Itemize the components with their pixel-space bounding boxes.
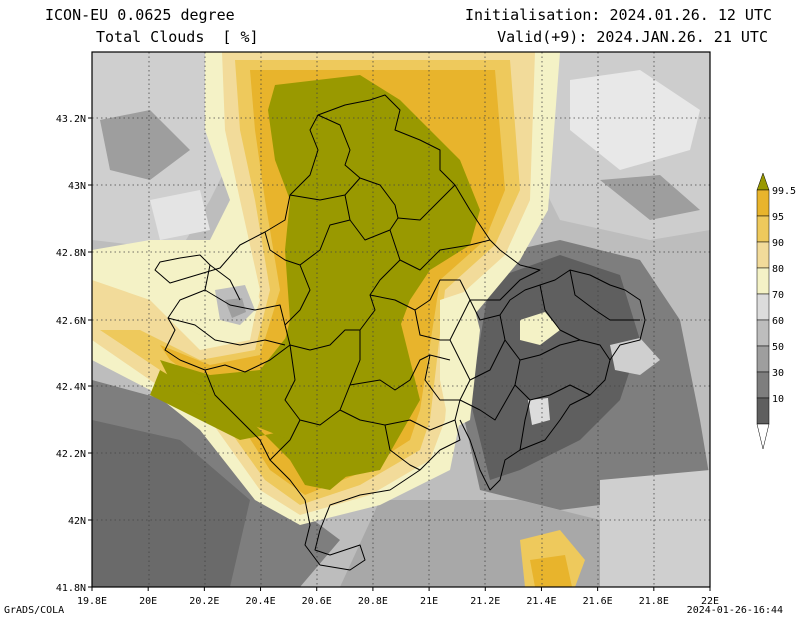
colorbar-segment [756, 371, 770, 399]
colorbar-segment [756, 215, 770, 243]
x-tick-label: 20.4E [245, 596, 275, 607]
district-border [514, 359, 591, 401]
x-tick-label: 21.2E [470, 596, 500, 607]
municipal-boundaries [154, 94, 646, 571]
district-border [389, 229, 491, 271]
district-border [424, 354, 460, 401]
y-tick-label: 42.6N [56, 316, 86, 327]
x-axis-ticks: 19.8E 20E 20.2E 20.4E 20.6E 20.8E 21E 21.2E 21.4… [77, 587, 719, 607]
colorbar: 99.5 95 90 80 70 60 50 30 10 [756, 172, 796, 450]
init-time: Initialisation: 2024.01.26. 12 UTC [465, 6, 772, 24]
district-border [167, 317, 286, 346]
model-title: ICON-EU 0.0625 degree [45, 6, 235, 24]
colorbar-segment [756, 345, 770, 373]
x-tick-label: 20.8E [358, 596, 388, 607]
district-border [414, 309, 450, 341]
render-timestamp: 2024-01-26-16:44 [687, 605, 783, 616]
colorbar-segment [756, 293, 770, 321]
x-tick-label: 19.8E [77, 596, 107, 607]
district-border [569, 269, 640, 321]
colorbar-label: 80 [772, 264, 784, 275]
y-tick-label: 42.8N [56, 248, 86, 259]
district-border [519, 399, 531, 451]
x-tick-label: 21.8E [639, 596, 669, 607]
colorbar-segment [756, 189, 770, 217]
colorbar-label: 95 [772, 212, 784, 223]
colorbar-label: 99.5 [772, 186, 796, 197]
x-tick-label: 21E [420, 596, 438, 607]
district-border [459, 384, 516, 421]
colorbar-top-arrow [756, 172, 770, 191]
district-border [349, 184, 456, 241]
y-tick-label: 42N [68, 516, 86, 527]
software-credit: GrADS/COLA [4, 605, 64, 616]
colorbar-label: 50 [772, 342, 784, 353]
district-border [499, 314, 611, 361]
district-border [369, 279, 471, 311]
colorbar-segment [756, 319, 770, 347]
valid-time: Valid(+9): 2024.JAN.26. 21 UTC [497, 28, 768, 46]
colorbar-label: 60 [772, 316, 784, 327]
y-tick-label: 43N [68, 181, 86, 192]
district-border [204, 289, 286, 326]
district-border [204, 344, 291, 373]
district-border [384, 424, 421, 471]
district-border [539, 284, 581, 341]
district-border [284, 330, 361, 426]
district-border [269, 419, 301, 461]
x-tick-label: 21.6E [583, 596, 613, 607]
district-border [317, 114, 399, 219]
x-tick-label: 20E [139, 596, 157, 607]
y-tick-label: 42.4N [56, 382, 86, 393]
graticule [92, 52, 710, 587]
x-tick-label: 20.6E [302, 596, 332, 607]
colorbar-label: 90 [772, 238, 784, 249]
colorbar-segment [756, 397, 770, 425]
district-border [339, 409, 456, 431]
colorbar-segment [756, 267, 770, 295]
y-tick-label: 43.2N [56, 114, 86, 125]
x-tick-label: 21.4E [526, 596, 556, 607]
x-tick-label: 22E [701, 596, 719, 607]
variable-title: Total Clouds [ %] [96, 28, 259, 46]
cloud-cover-field [92, 52, 710, 587]
district-border [289, 177, 361, 201]
y-tick-label: 41.8N [56, 583, 86, 594]
colorbar-segment [756, 241, 770, 269]
district-border [469, 339, 506, 381]
colorbar-bottom-arrow [756, 423, 770, 450]
district-border [264, 194, 351, 266]
region-outline [459, 269, 646, 491]
y-axis-ticks: 43.2N 43N 42.8N 42.6N 42.4N 42.2N 42N 41.8N [56, 114, 92, 594]
colorbar-label: 10 [772, 394, 784, 405]
colorbar-label: 70 [772, 290, 784, 301]
y-tick-label: 42.2N [56, 449, 86, 460]
district-border [209, 264, 241, 301]
x-tick-label: 20.2E [189, 596, 219, 607]
colorbar-label: 30 [772, 368, 784, 379]
